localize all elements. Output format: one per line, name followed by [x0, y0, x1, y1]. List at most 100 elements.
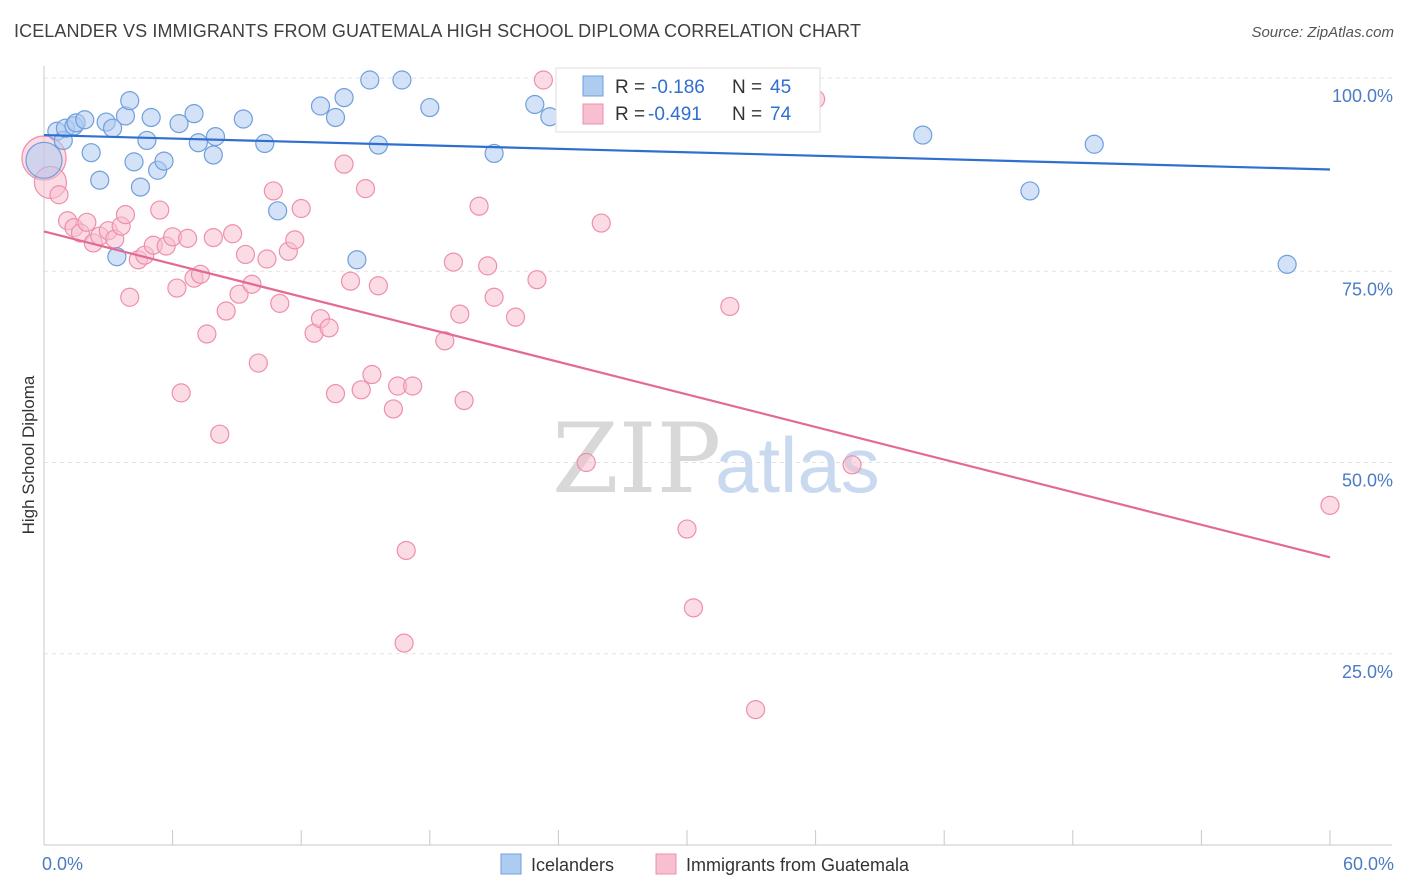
- guatemala-point: [576, 452, 596, 473]
- bottom-legend: Icelanders Immigrants from Guatemala: [500, 853, 910, 875]
- guatemala-point: [396, 540, 416, 561]
- guatemala-point: [49, 185, 69, 205]
- guatemala-point: [77, 212, 97, 232]
- guatemala-point: [683, 598, 704, 618]
- icelanders-point: [203, 145, 223, 165]
- guatemala-trend-line: [43, 230, 1331, 559]
- icelanders-point: [268, 201, 288, 221]
- y-tick-labels: 100.0% 75.0% 50.0% 25.0%: [1332, 86, 1393, 682]
- legend-label-guatemala: Immigrants from Guatemala: [686, 855, 910, 875]
- legend-label-icelanders: Icelanders: [531, 855, 614, 875]
- stats-blue-r-value: -0.186: [651, 77, 705, 98]
- icelanders-point: [25, 141, 63, 179]
- icelanders-point: [188, 133, 208, 153]
- icelanders-point: [169, 114, 189, 134]
- guatemala-point: [270, 293, 290, 313]
- icelanders-point: [1277, 254, 1297, 274]
- stats-legend-box: R = -0.186 N = 45 R = -0.491 N = 74: [555, 67, 821, 133]
- icelanders-point: [1020, 181, 1040, 201]
- guatemala-point: [178, 228, 198, 248]
- stats-blue-r-label: R =: [615, 77, 645, 98]
- icelanders-point: [484, 143, 504, 164]
- icelanders-point: [525, 94, 545, 115]
- guatemala-point: [351, 380, 371, 400]
- icelanders-point: [347, 250, 367, 270]
- stats-pink-n-value: 74: [770, 104, 792, 125]
- stats-pink-n-label: N =: [732, 104, 762, 125]
- icelanders-point: [120, 91, 140, 111]
- guatemala-point: [478, 256, 498, 276]
- stats-blue-n-value: 45: [770, 77, 791, 98]
- guatemala-point: [229, 284, 249, 304]
- guatemala-point: [591, 213, 611, 233]
- guatemala-point: [1320, 495, 1340, 515]
- guatemala-point: [235, 244, 256, 265]
- guatemala-point: [527, 270, 547, 290]
- icelanders-point: [334, 87, 354, 108]
- stats-pink-r-value: -0.491: [648, 104, 702, 125]
- series-guatemala-points: [21, 70, 1340, 720]
- legend-swatch-icelanders: [500, 853, 522, 875]
- guatemala-point: [334, 154, 354, 174]
- y-tick-label-100: 100.0%: [1332, 86, 1393, 106]
- guatemala-point: [745, 699, 766, 720]
- icelanders-point: [75, 110, 95, 130]
- chart-title: ICELANDER VS IMMIGRANTS FROM GUATEMALA H…: [14, 21, 862, 41]
- icelanders-point: [205, 127, 226, 147]
- trend-lines: [43, 133, 1331, 559]
- x-tick-label-min: 0.0%: [42, 854, 83, 874]
- guatemala-point: [263, 181, 283, 201]
- icelanders-point: [420, 97, 440, 118]
- y-tick-label-25: 25.0%: [1342, 662, 1393, 682]
- icelanders-point: [325, 107, 346, 128]
- stats-pink-r-label: R =: [615, 104, 645, 125]
- guatemala-point: [285, 230, 305, 250]
- guatemala-point: [325, 384, 346, 404]
- icelanders-point: [1084, 134, 1104, 154]
- icelanders-point: [913, 125, 933, 145]
- stats-swatch-blue: [582, 75, 604, 97]
- legend-swatch-guatemala: [655, 853, 677, 875]
- guatemala-point: [505, 307, 526, 327]
- stats-blue-n-label: N =: [732, 77, 762, 98]
- x-tick-label-max: 60.0%: [1343, 854, 1394, 874]
- guatemala-point: [383, 399, 403, 419]
- guatemala-point: [319, 318, 339, 338]
- icelanders-point: [107, 247, 127, 267]
- guatemala-point: [454, 390, 474, 411]
- guatemala-point: [368, 276, 388, 296]
- guatemala-point: [394, 633, 414, 653]
- icelanders-point: [137, 130, 157, 151]
- icelanders-point: [130, 177, 151, 197]
- guatemala-point: [115, 205, 136, 225]
- watermark: ZIP atlas: [552, 403, 880, 515]
- stats-swatch-pink: [582, 103, 604, 125]
- icelanders-point: [255, 133, 275, 154]
- icelanders-trend-line: [43, 133, 1331, 171]
- guatemala-point: [355, 179, 376, 199]
- guatemala-point: [362, 364, 382, 385]
- guatemala-point: [190, 264, 211, 284]
- icelanders-point: [124, 152, 144, 172]
- guatemala-point: [403, 376, 423, 396]
- guatemala-point: [167, 278, 187, 298]
- guatemala-point: [720, 296, 740, 317]
- guatemala-point: [340, 271, 361, 291]
- guatemala-point: [150, 200, 170, 220]
- icelanders-point: [392, 70, 412, 90]
- icelanders-point: [154, 151, 174, 171]
- guatemala-point: [171, 383, 191, 403]
- guatemala-point: [257, 249, 277, 269]
- guatemala-point: [120, 287, 140, 307]
- guatemala-point: [223, 224, 243, 244]
- icelanders-point: [81, 143, 101, 163]
- y-axis-title: High School Diploma: [19, 375, 38, 534]
- guatemala-point: [469, 196, 489, 216]
- icelanders-point: [360, 70, 380, 90]
- icelanders-point: [310, 96, 331, 116]
- icelanders-point: [90, 170, 110, 190]
- guatemala-point: [450, 304, 470, 324]
- guatemala-point: [248, 353, 268, 373]
- icelanders-point: [233, 109, 253, 129]
